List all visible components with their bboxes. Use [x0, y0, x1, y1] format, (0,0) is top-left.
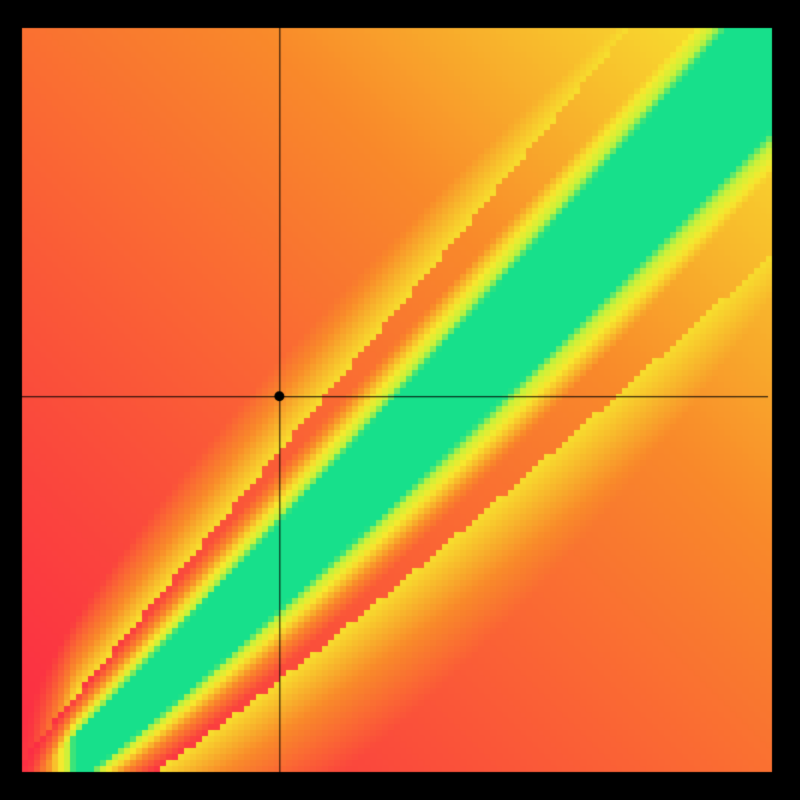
- root: TheBottleneck.com: [0, 0, 800, 800]
- heatmap-canvas: [0, 0, 800, 800]
- chart-area: [0, 0, 800, 800]
